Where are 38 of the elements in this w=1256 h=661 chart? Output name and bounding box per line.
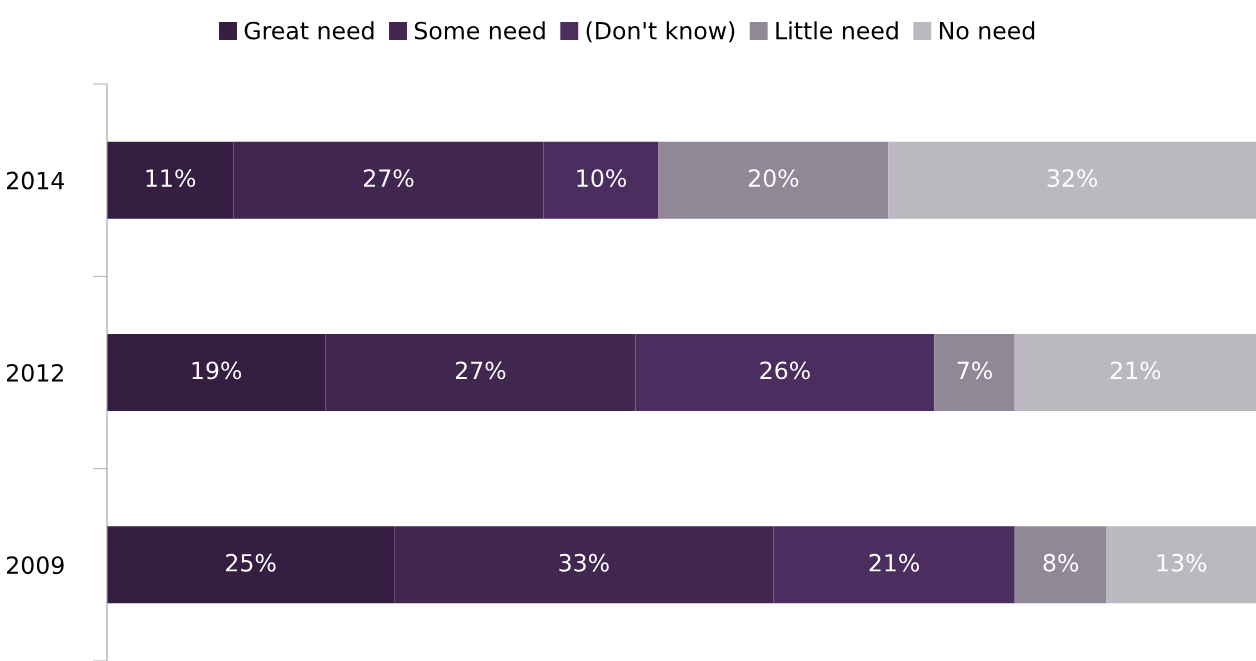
bar — [233, 141, 544, 219]
bar — [394, 526, 774, 604]
data-label: 19% — [192, 361, 242, 380]
bar — [1014, 334, 1256, 411]
data-label: 27% — [364, 169, 414, 188]
data-label: 33% — [559, 553, 609, 572]
data-label: 11% — [146, 169, 196, 188]
bar — [888, 141, 1256, 219]
data-label: 27% — [455, 361, 506, 380]
y-tick-label: 2012 — [6, 363, 63, 382]
bar — [107, 141, 234, 219]
bar — [107, 334, 326, 411]
y-tick-label: 2014 — [6, 171, 65, 190]
data-label: 21% — [869, 553, 919, 572]
data-label: 25% — [226, 553, 276, 572]
y-tick-label: 2009 — [6, 556, 64, 575]
legend-label: Some need — [414, 21, 545, 40]
data-label: 13% — [1157, 553, 1207, 572]
data-label: 26% — [760, 361, 810, 380]
data-label: 21% — [1110, 361, 1161, 380]
legend-label: (Don't know) — [586, 21, 735, 43]
legend-label: Little need — [776, 21, 898, 40]
bar — [658, 141, 889, 219]
data-label: 7% — [957, 361, 992, 380]
bar — [773, 526, 1015, 604]
bar — [543, 141, 659, 219]
bar — [1106, 526, 1256, 604]
bar — [635, 334, 935, 411]
bar — [934, 334, 1015, 411]
data-label: 32% — [1047, 169, 1098, 188]
bar — [107, 526, 395, 604]
bar — [1014, 526, 1107, 604]
data-label: 10% — [577, 169, 627, 188]
bar — [325, 334, 636, 411]
legend-label: No need — [939, 21, 1035, 40]
legend-label: Great need — [244, 21, 374, 40]
data-label: 8% — [1043, 553, 1079, 572]
data-label: 20% — [748, 169, 799, 188]
